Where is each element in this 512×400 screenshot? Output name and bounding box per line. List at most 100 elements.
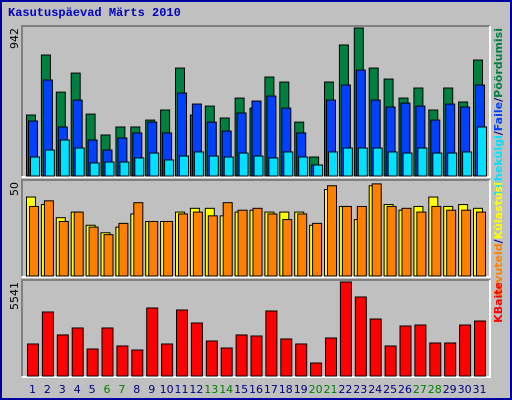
bar <box>447 152 458 177</box>
bar <box>386 205 397 277</box>
legend: KBaite <box>492 282 505 323</box>
legend-entry: Faile <box>492 102 505 131</box>
bar <box>369 318 382 377</box>
bar <box>416 211 427 277</box>
bar <box>401 207 412 277</box>
bar <box>131 349 144 377</box>
panel-light <box>22 26 491 178</box>
x-tick-label: 9 <box>148 383 155 396</box>
x-tick-label: 28 <box>428 383 442 396</box>
bar <box>56 334 69 377</box>
x-tick-label: 25 <box>383 383 397 396</box>
panel-shadow <box>21 25 490 176</box>
y-tick-label: 942 <box>8 28 21 49</box>
x-tick-label: 12 <box>189 383 203 396</box>
bar <box>459 324 472 377</box>
bar <box>149 152 160 177</box>
bar <box>208 155 219 177</box>
x-tick-label: 16 <box>249 383 263 396</box>
x-tick-label: 15 <box>234 383 248 396</box>
bar <box>372 147 383 177</box>
bar <box>116 345 129 377</box>
bar <box>86 348 99 377</box>
bar <box>327 185 337 277</box>
bar <box>298 156 309 177</box>
bar <box>295 343 308 377</box>
x-tick-label: 4 <box>74 383 81 396</box>
x-tick-label: 13 <box>204 383 218 396</box>
bar <box>282 219 293 277</box>
bar <box>265 310 278 377</box>
bar <box>297 213 308 277</box>
bar <box>414 324 427 377</box>
bar <box>179 155 189 177</box>
panel-shadow <box>21 179 490 276</box>
legend-separator: / <box>492 238 505 243</box>
bar <box>235 334 248 377</box>
bar <box>205 340 218 377</box>
bar <box>193 151 204 177</box>
y-tick-label: 5541 <box>8 282 21 310</box>
bar <box>312 222 323 277</box>
bar <box>341 205 352 277</box>
bar <box>432 152 443 177</box>
bar <box>474 320 486 377</box>
bar <box>238 152 249 177</box>
bar <box>339 281 352 377</box>
x-tick-label: 19 <box>294 383 308 396</box>
bar <box>146 307 159 377</box>
bar <box>41 311 54 377</box>
bar <box>223 156 234 177</box>
bar <box>134 157 145 177</box>
bar <box>27 343 39 377</box>
bar <box>161 343 174 377</box>
bar <box>384 345 397 377</box>
bar <box>283 151 294 177</box>
bar <box>387 151 398 177</box>
legend-entry: Pöördumisi <box>492 28 505 98</box>
bar <box>328 151 338 177</box>
x-tick-label: 26 <box>398 383 412 396</box>
x-tick-label: 30 <box>458 383 472 396</box>
x-tick-label: 11 <box>175 383 189 396</box>
bar <box>44 149 55 177</box>
bar <box>71 327 84 377</box>
bar <box>280 338 293 377</box>
bar <box>252 207 263 277</box>
bar <box>399 325 412 377</box>
bar <box>88 226 99 277</box>
x-tick-label: 24 <box>368 383 382 396</box>
bar <box>207 215 218 277</box>
bar <box>354 296 367 377</box>
bar <box>30 156 40 177</box>
y-tick-label: 50 <box>8 182 21 196</box>
bar <box>431 205 442 277</box>
x-tick-label: 22 <box>338 383 352 396</box>
bar <box>101 327 114 377</box>
x-tick-label: 3 <box>59 383 66 396</box>
x-tick-label: 17 <box>264 383 278 396</box>
bar <box>325 337 337 377</box>
x-tick-label: 10 <box>160 383 174 396</box>
legend-entry: Külastusi <box>492 182 505 239</box>
bar <box>148 220 159 277</box>
bar <box>178 213 188 277</box>
bar <box>356 205 367 277</box>
bar <box>371 183 382 277</box>
x-tick-label: 7 <box>118 383 125 396</box>
bar <box>118 222 129 277</box>
x-tick-label: 1 <box>29 383 36 396</box>
panel-light <box>22 180 491 278</box>
bar <box>222 202 233 277</box>
bar <box>192 211 203 277</box>
legend-separator: / <box>492 97 505 102</box>
bar <box>268 157 279 177</box>
bar <box>104 161 115 177</box>
legend-entry: KBaite <box>492 282 505 323</box>
x-tick-label: 21 <box>324 383 338 396</box>
chart-title: Kasutuspäevad Märts 2010 <box>8 6 181 20</box>
bar <box>190 322 203 377</box>
x-tick-label: 6 <box>104 383 111 396</box>
